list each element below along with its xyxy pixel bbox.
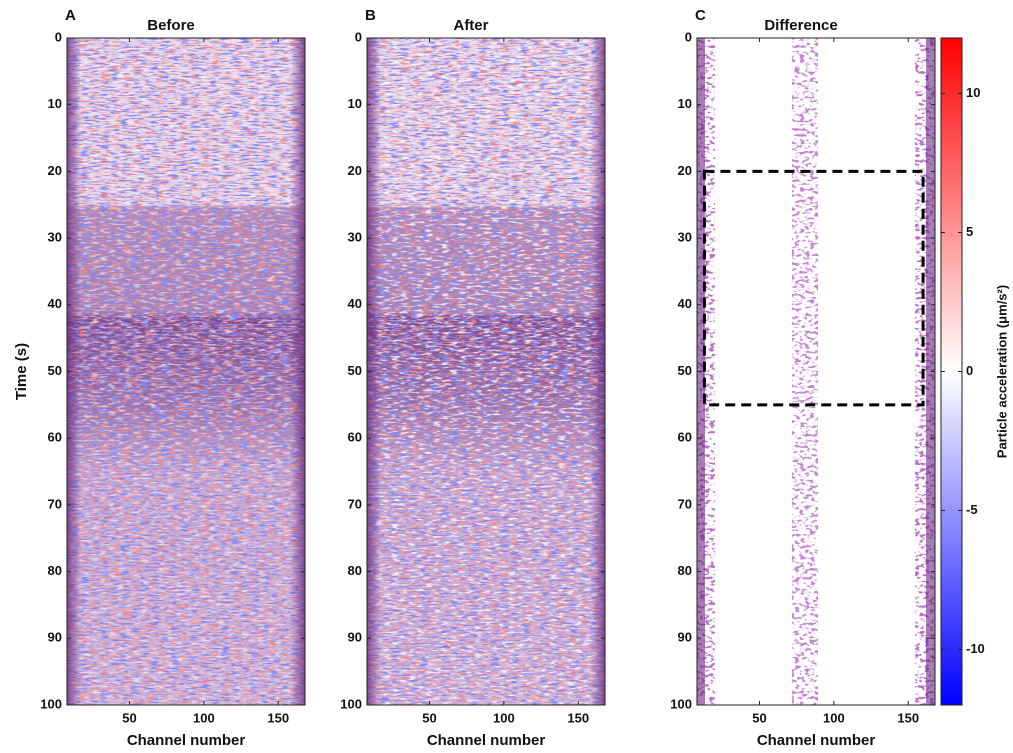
y-tick-label: 20 bbox=[678, 163, 692, 178]
y-tick-label: 30 bbox=[348, 230, 362, 245]
y-tick-label: 100 bbox=[340, 696, 362, 711]
y-tick-label: 10 bbox=[678, 96, 692, 111]
x-axis-label: Channel number bbox=[127, 732, 246, 749]
y-tick-label: 50 bbox=[678, 363, 692, 378]
dashed-box bbox=[702, 169, 925, 407]
y-tick-label: 10 bbox=[348, 96, 362, 111]
y-tick-label: 0 bbox=[685, 29, 692, 44]
edge-right-core bbox=[926, 38, 935, 705]
x-tick-label: 150 bbox=[567, 710, 589, 725]
x-tick-label: 50 bbox=[752, 710, 766, 725]
colorbar-tick-label: 0 bbox=[966, 363, 973, 378]
heatmap-image bbox=[67, 38, 305, 705]
y-tick-label: 60 bbox=[348, 430, 362, 445]
center-stripe bbox=[792, 38, 818, 705]
y-tick-label: 90 bbox=[348, 630, 362, 645]
panel-letter: A bbox=[65, 7, 76, 24]
panel-letter: C bbox=[695, 7, 706, 24]
y-axis-label: Time (s) bbox=[13, 343, 30, 400]
y-tick-label: 70 bbox=[678, 496, 692, 511]
x-axis-label: Channel number bbox=[757, 732, 876, 749]
y-tick-label: 70 bbox=[348, 496, 362, 511]
y-tick-label: 60 bbox=[48, 430, 62, 445]
y-tick-label: 70 bbox=[48, 496, 62, 511]
colorbar-label: Particle acceleration (μm/s²) bbox=[994, 285, 1009, 458]
y-tick-label: 90 bbox=[678, 630, 692, 645]
colorbar-tick-label: 5 bbox=[966, 224, 973, 239]
x-tick-label: 150 bbox=[267, 710, 289, 725]
y-tick-label: 0 bbox=[355, 29, 362, 44]
y-tick-label: 40 bbox=[348, 296, 362, 311]
y-tick-label: 40 bbox=[678, 296, 692, 311]
y-tick-label: 100 bbox=[40, 696, 62, 711]
y-tick-label: 80 bbox=[678, 563, 692, 578]
x-tick-label: 100 bbox=[493, 710, 515, 725]
y-tick-label: 80 bbox=[48, 563, 62, 578]
y-tick-label: 30 bbox=[678, 230, 692, 245]
y-tick-label: 10 bbox=[48, 96, 62, 111]
heatmap-image bbox=[697, 38, 935, 705]
heatmap-image bbox=[367, 38, 605, 705]
y-tick-label: 50 bbox=[348, 363, 362, 378]
panel-title: Before bbox=[147, 17, 195, 34]
y-tick-label: 30 bbox=[48, 230, 62, 245]
y-tick-label: 40 bbox=[48, 296, 62, 311]
y-tick-label: 0 bbox=[55, 29, 62, 44]
y-tick-label: 90 bbox=[48, 630, 62, 645]
y-tick-label: 100 bbox=[670, 696, 692, 711]
y-tick-label: 80 bbox=[348, 563, 362, 578]
x-tick-label: 100 bbox=[193, 710, 215, 725]
panel-title: Difference bbox=[764, 17, 837, 34]
y-tick-label: 50 bbox=[48, 363, 62, 378]
edge-shade bbox=[67, 38, 305, 705]
x-axis-label: Channel number bbox=[427, 732, 546, 749]
edge-shade bbox=[367, 38, 605, 705]
x-tick-label: 50 bbox=[422, 710, 436, 725]
panel: 0 10 20 30 40 50 60 70 80 90 100 50 100 150 Channel nu… bbox=[13, 7, 306, 749]
y-tick-label: 20 bbox=[48, 163, 62, 178]
x-tick-label: 150 bbox=[897, 710, 919, 725]
x-tick-label: 100 bbox=[823, 710, 845, 725]
y-tick-label: 20 bbox=[348, 163, 362, 178]
colorbar-tick-label: -5 bbox=[966, 502, 978, 517]
colorbar-tick-label: -10 bbox=[966, 641, 985, 656]
panel: 0 10 20 30 40 50 60 70 80 90 100 50 100 150 Channel nu… bbox=[340, 7, 606, 749]
panel-letter: B bbox=[365, 7, 376, 24]
x-tick-label: 50 bbox=[122, 710, 136, 725]
panel-title: After bbox=[453, 17, 488, 34]
colorbar-tick-label: 10 bbox=[966, 85, 980, 100]
y-tick-label: 60 bbox=[678, 430, 692, 445]
